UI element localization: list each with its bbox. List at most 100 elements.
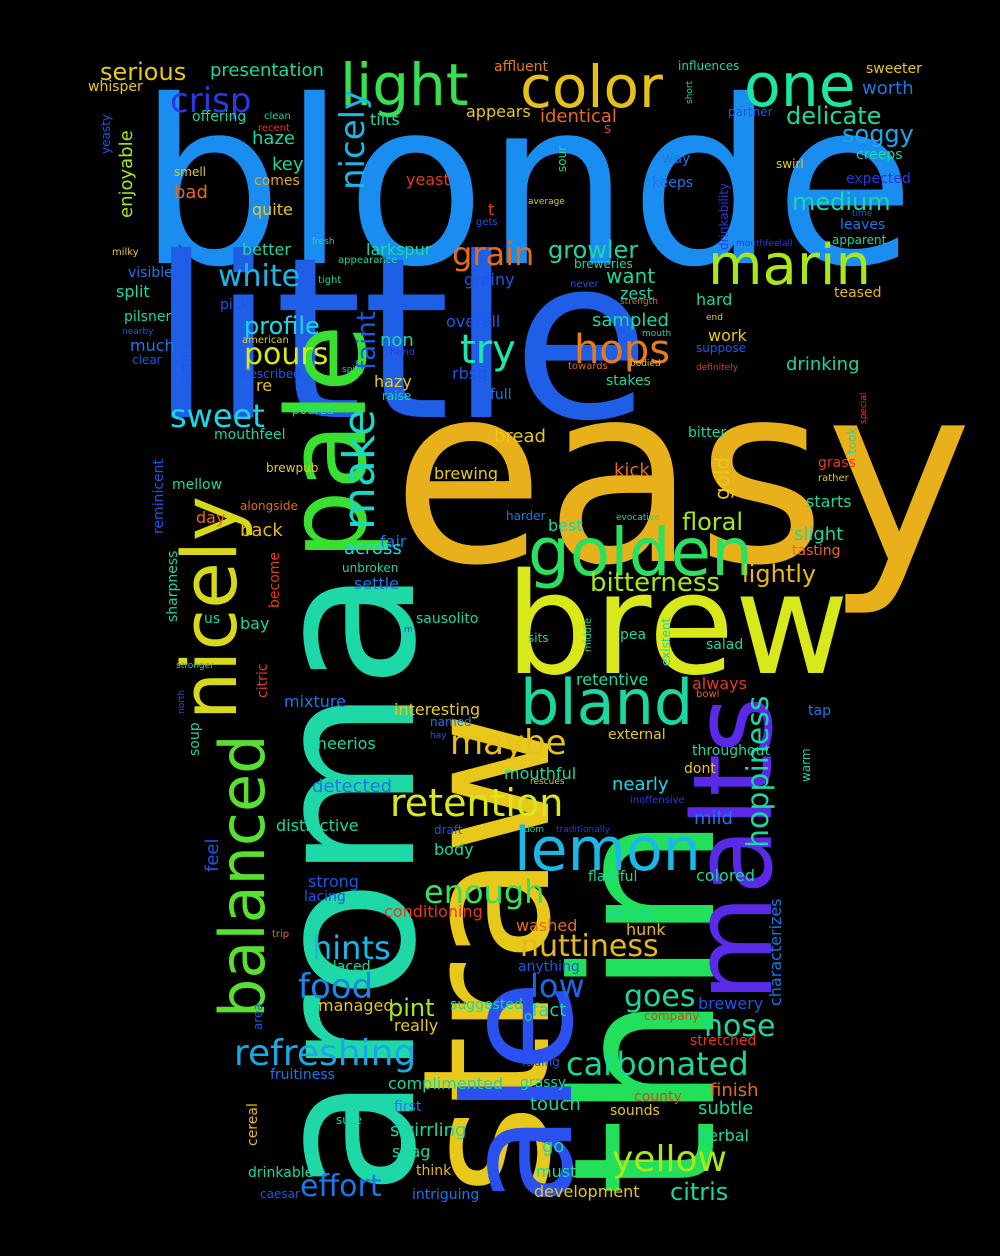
word-sweeter: sweeter [866,61,922,77]
word-detected: detected [312,776,393,797]
word-better: better [242,240,291,259]
word-low: low [530,967,585,1005]
word-sausolito: sausolito [416,611,479,627]
word-food: food [298,967,374,1007]
word-grain: grain [452,235,535,273]
word-pilsner: pilsner [124,309,172,325]
word-traditionally: traditionally [556,825,611,835]
word-profile: profile [244,312,320,340]
word-crisp: crisp [170,81,252,121]
word-hay: hay [430,731,447,741]
word-back: back [240,520,283,541]
word-first: first [394,1099,422,1115]
word-smell: smell [174,165,206,179]
word-nearly: nearly [612,774,669,795]
word-fair: fair [380,532,407,551]
word-larkspur: larkspur [366,240,432,259]
word-hunk: hunk [626,920,666,939]
word-sampled: sampled [592,310,669,331]
word-drinkability: drinkability [717,182,731,250]
word-delicate: delicate [786,102,882,130]
word-herbal: herbal [698,1126,749,1145]
word-flaorful: flaorful [588,869,638,885]
word-much: much [130,336,175,355]
word-enjoyable: enjoyable [116,130,137,218]
word-brewing: brewing [434,464,499,483]
word-pick: pick [220,297,249,313]
word-work: work [708,326,747,345]
word-named: named [430,715,472,729]
word-haze: haze [252,128,295,149]
word-go: go [542,1136,565,1157]
word-effort: effort [300,1169,382,1204]
word-snag: snag [392,1142,431,1161]
word-inoffensive: inoffensive [630,795,685,806]
word-raise: raise [382,389,412,403]
word-split: split [116,282,150,301]
word-golden: golden [528,514,753,591]
word-lacing: lacing [304,889,346,905]
word-salad: salad [706,637,744,653]
word-evocative: evocative [616,513,660,523]
word-citric: citric [255,663,271,698]
word-bowl: bowl [696,689,720,700]
word-recent: recent [258,123,290,134]
word-cereal: cereal [245,1103,261,1146]
word-lemon: lemon [514,815,701,885]
word-suppose: suppose [696,341,747,355]
word-middle: middle [583,617,594,652]
word-drinking: drinking [786,354,860,375]
word-nearby: nearby [122,327,154,337]
word-o: o [524,1009,533,1025]
word-drinkable: drinkable [248,1165,314,1181]
word-appearance: appearance [338,255,398,266]
word-clear: clear [132,353,162,367]
word-yeasty: yeasty [99,114,113,154]
word-colored: colored [696,866,756,885]
word-described: described [242,367,301,381]
word-complimented: complimented [388,1074,504,1093]
word-rbsg: rbsg [452,364,488,383]
word-external: external [608,727,666,743]
word-us: us [204,611,221,627]
word-retentive: retentive [576,670,649,689]
word-draft: draft [434,823,463,837]
word-finish: finish [710,1080,759,1101]
word-leaves: leaves [840,217,886,233]
word-nuttiness: nuttiness [520,929,659,964]
word-area: area [251,1003,265,1030]
word-little: little [150,209,651,470]
word-grassy: grassy [520,1075,567,1091]
word-partner: partner [728,105,773,119]
word-swirl: swirl [776,157,804,171]
word-maybe: maybe [450,723,567,763]
word-hand: hand [390,347,416,358]
word-fruitiness: fruitiness [270,1067,335,1083]
word-special: special [859,392,869,424]
word-way: way [662,151,691,167]
word-clean: clean [264,111,291,122]
word-serious: serious [100,58,187,86]
word-stakes: stakes [606,373,651,389]
word-key: key [272,154,304,175]
word-re: re [256,376,273,395]
word-grass: grass [818,455,856,471]
word-touch: touch [530,1094,581,1115]
word-blonde: blonde [138,51,916,317]
word-breweries: breweries [574,257,633,271]
word-took: took [845,427,859,454]
word-best: best [548,516,583,535]
word-apparent: apparent [832,233,887,247]
word-intriguing: intriguing [412,1187,480,1203]
word-medium: medium [792,188,891,216]
word-feel: feel [202,838,223,873]
word-north: north [177,689,187,714]
word-worth: worth [862,78,914,99]
word-really: really [394,1016,439,1035]
word-bodied: bodied [630,359,661,369]
word-quite: quite [252,200,293,219]
word-stronger: stronger [176,661,214,671]
word-never: never [570,279,599,290]
word-refreshing: refreshing [234,1033,417,1074]
word-reminicent: reminicent [151,458,167,534]
